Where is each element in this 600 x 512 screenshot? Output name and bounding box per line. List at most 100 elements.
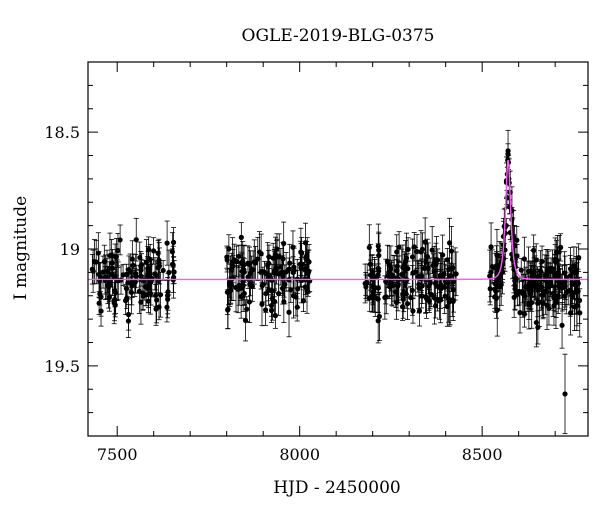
data-marker [575,288,581,295]
data-marker [263,307,269,313]
data-marker [258,269,264,275]
data-marker [225,306,231,312]
data-marker [393,299,400,306]
data-point [236,244,242,268]
data-marker [576,297,583,303]
data-point [532,255,538,298]
data-point [408,285,414,310]
data-point [153,284,159,307]
data-point [410,298,416,324]
data-point [111,281,117,325]
data-marker [372,285,378,291]
data-marker [511,294,517,300]
data-marker [245,260,251,266]
data-marker [249,266,255,273]
data-point [511,276,517,318]
data-point [138,253,145,276]
data-marker [129,283,135,289]
data-marker [385,273,391,279]
data-marker [127,269,133,275]
data-marker [553,300,559,306]
data-marker [555,293,561,299]
data-point [494,283,500,337]
data-marker [151,248,157,254]
x-axis-label: HJD - 2450000 [273,478,401,498]
data-marker [224,289,231,295]
data-point [226,234,232,264]
data-point [385,263,391,288]
data-marker [255,256,261,262]
data-point [562,353,568,435]
data-point [375,243,381,294]
data-point [413,247,419,297]
data-point [555,277,561,314]
data-marker [227,277,234,283]
data-point [409,238,416,276]
data-marker [305,270,311,276]
data-point [160,260,166,281]
data-marker [400,264,406,271]
data-marker [153,297,160,303]
data-marker [366,244,372,251]
data-marker [405,265,411,272]
data-point [128,270,134,315]
data-marker [493,266,500,272]
data-marker [416,308,423,314]
data-marker [550,290,556,297]
data-marker [382,294,388,301]
data-marker [394,249,400,255]
data-marker [138,299,144,305]
data-marker [266,254,272,260]
data-marker [146,246,152,253]
data-marker [446,240,453,246]
data-marker [276,271,282,277]
data-marker [369,293,375,299]
data-marker [98,308,104,314]
data-marker [107,282,113,288]
chart-title: OGLE-2019-BLG-0375 [242,26,435,46]
data-marker [242,317,249,323]
data-point [258,255,264,290]
data-marker [157,292,164,298]
data-point [151,237,157,265]
data-point [152,257,158,291]
data-marker [96,277,103,284]
data-point [526,270,532,309]
data-marker [383,278,389,285]
data-point [453,251,459,297]
data-marker [394,282,400,288]
data-marker [96,271,102,278]
data-marker [164,240,170,246]
data-marker [514,237,520,243]
data-point [551,284,557,312]
data-marker [487,286,493,292]
data-marker [399,271,405,278]
data-marker [102,277,108,283]
data-point [125,304,132,338]
data-point [542,267,548,315]
model-curve [88,160,588,281]
data-marker [280,256,286,262]
data-point [97,282,103,306]
data-marker [444,303,450,310]
data-marker [363,284,369,290]
data-marker [278,264,284,270]
data-point [238,222,244,253]
data-marker [258,250,264,257]
data-marker [141,277,147,283]
data-marker [93,259,99,265]
data-point [302,222,309,263]
data-point [229,252,235,288]
data-marker [233,285,239,291]
data-point [419,260,425,291]
data-marker [125,318,132,324]
data-point [418,230,424,274]
data-point [287,243,293,283]
data-point [224,269,231,315]
data-marker [156,260,162,266]
data-marker [259,301,265,307]
data-marker [432,280,439,286]
data-marker [514,291,520,297]
data-point [245,245,251,281]
data-marker [568,310,574,316]
